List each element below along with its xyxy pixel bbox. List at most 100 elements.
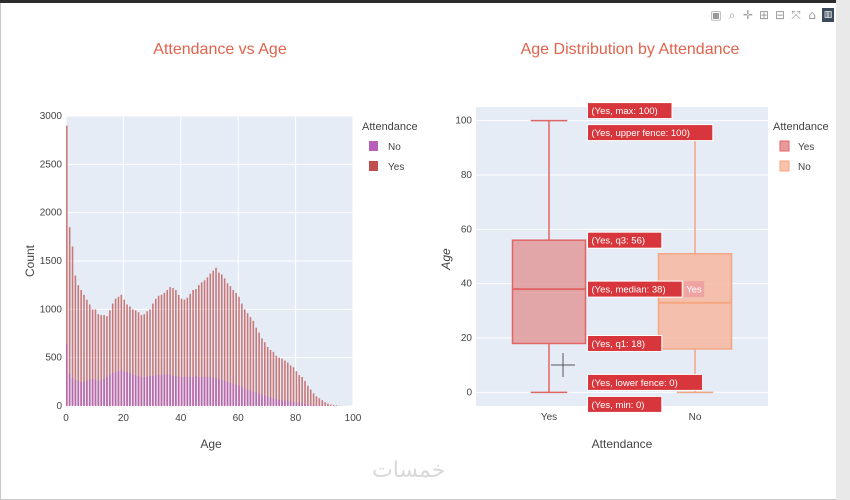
bar-no-age-70[interactable] <box>266 396 269 406</box>
bar-no-age-39[interactable] <box>177 377 180 406</box>
pan-icon[interactable]: ✛ <box>742 8 754 22</box>
bar-no-age-66[interactable] <box>255 392 257 406</box>
bar-yes-age-70[interactable] <box>266 347 269 406</box>
bar-yes-age-12[interactable] <box>100 315 103 406</box>
bar-no-age-2[interactable] <box>71 377 74 406</box>
bar-no-age-27[interactable] <box>143 377 146 406</box>
bar-no-age-0[interactable] <box>66 344 68 406</box>
bar-yes-age-11[interactable] <box>97 314 100 406</box>
camera-icon[interactable]: ▣ <box>710 8 722 22</box>
bar-yes-age-24[interactable] <box>134 310 137 406</box>
home-icon[interactable]: ⌂ <box>808 8 816 22</box>
bar-no-age-25[interactable] <box>137 376 140 406</box>
bar-yes-age-71[interactable] <box>269 349 272 406</box>
bar-yes-age-68[interactable] <box>261 338 263 406</box>
bar-no-age-12[interactable] <box>100 379 103 406</box>
bar-yes-age-0[interactable] <box>66 125 68 407</box>
bar-yes-age-94[interactable] <box>335 405 338 406</box>
legend-item-no[interactable]: No <box>388 142 401 153</box>
bar-no-age-58[interactable] <box>232 383 235 406</box>
bar-no-age-88[interactable] <box>318 405 321 406</box>
bar-no-age-62[interactable] <box>243 388 246 406</box>
bar-yes-age-72[interactable] <box>272 351 275 406</box>
bar-yes-age-79[interactable] <box>292 367 295 406</box>
bar-no-age-85[interactable] <box>309 404 312 406</box>
bar-yes-age-41[interactable] <box>183 299 186 406</box>
bar-yes-age-32[interactable] <box>157 295 160 406</box>
bar-no-age-45[interactable] <box>195 376 197 406</box>
bar-no-age-78[interactable] <box>289 401 292 406</box>
bar-yes-age-23[interactable] <box>132 309 134 406</box>
bar-no-age-18[interactable] <box>117 371 120 406</box>
bar-yes-age-44[interactable] <box>192 290 194 406</box>
bar-no-age-33[interactable] <box>160 375 163 406</box>
bar-no-age-10[interactable] <box>94 379 97 406</box>
legend-item-yes-box[interactable]: Yes <box>798 142 814 153</box>
bar-no-age-72[interactable] <box>272 398 275 406</box>
bar-yes-age-20[interactable] <box>123 299 125 406</box>
bar-yes-age-34[interactable] <box>163 292 166 406</box>
bar-yes-age-27[interactable] <box>143 314 146 406</box>
bar-yes-age-9[interactable] <box>91 309 94 406</box>
bar-yes-age-84[interactable] <box>307 385 309 406</box>
bar-no-age-54[interactable] <box>220 379 223 406</box>
bar-yes-age-55[interactable] <box>223 278 226 406</box>
bar-yes-age-69[interactable] <box>264 342 266 406</box>
bar-no-age-17[interactable] <box>114 372 117 406</box>
bar-no-age-16[interactable] <box>111 373 114 406</box>
bar-yes-age-74[interactable] <box>278 357 280 406</box>
zoom-icon[interactable]: ⌕ <box>728 8 736 22</box>
bar-yes-age-15[interactable] <box>109 310 111 406</box>
bar-yes-age-65[interactable] <box>252 320 255 406</box>
bar-yes-age-59[interactable] <box>235 292 237 406</box>
box-no[interactable] <box>657 125 733 394</box>
bar-no-age-23[interactable] <box>132 374 134 406</box>
bar-no-age-63[interactable] <box>246 389 249 406</box>
bar-yes-age-85[interactable] <box>309 389 312 406</box>
bar-yes-age-47[interactable] <box>200 282 203 406</box>
bar-yes-age-82[interactable] <box>301 377 303 406</box>
bar-yes-age-83[interactable] <box>304 380 306 406</box>
bar-yes-age-63[interactable] <box>246 313 249 406</box>
bar-no-age-77[interactable] <box>286 401 289 406</box>
bar-no-age-69[interactable] <box>264 395 266 406</box>
bar-yes-age-78[interactable] <box>289 365 292 406</box>
bar-yes-age-46[interactable] <box>198 285 200 406</box>
bar-yes-age-14[interactable] <box>106 316 108 406</box>
bar-yes-age-3[interactable] <box>74 275 77 407</box>
bar-yes-age-64[interactable] <box>249 317 252 406</box>
bar-yes-age-43[interactable] <box>189 293 191 406</box>
bar-yes-age-30[interactable] <box>152 303 154 406</box>
bar-no-age-26[interactable] <box>140 377 143 406</box>
bar-yes-age-17[interactable] <box>114 298 117 406</box>
bar-yes-age-37[interactable] <box>172 288 174 406</box>
bar-yes-age-39[interactable] <box>177 294 180 406</box>
bar-no-age-28[interactable] <box>146 377 148 406</box>
bar-yes-age-16[interactable] <box>111 303 114 406</box>
bar-no-age-65[interactable] <box>252 391 255 407</box>
bar-yes-age-21[interactable] <box>126 304 128 407</box>
bar-yes-age-58[interactable] <box>232 290 235 406</box>
bar-yes-age-66[interactable] <box>255 327 257 406</box>
bar-no-age-30[interactable] <box>152 376 154 406</box>
bar-no-age-1[interactable] <box>68 374 71 406</box>
zoom-in-icon[interactable]: ⊞ <box>758 8 770 22</box>
bar-yes-age-13[interactable] <box>103 315 105 406</box>
bar-no-age-37[interactable] <box>172 376 174 406</box>
bar-no-age-29[interactable] <box>149 376 151 406</box>
bar-no-age-59[interactable] <box>235 384 237 406</box>
bar-no-age-8[interactable] <box>88 379 91 406</box>
bar-yes-age-93[interactable] <box>332 405 335 406</box>
bar-yes-age-62[interactable] <box>243 309 246 406</box>
bar-yes-age-5[interactable] <box>80 290 82 406</box>
bar-yes-age-75[interactable] <box>281 358 283 406</box>
bar-no-age-60[interactable] <box>238 385 240 406</box>
bar-yes-age-67[interactable] <box>258 332 260 406</box>
bar-no-age-19[interactable] <box>120 370 123 406</box>
bar-yes-age-56[interactable] <box>226 283 229 406</box>
bar-no-age-55[interactable] <box>223 380 226 406</box>
bar-yes-age-36[interactable] <box>169 287 171 406</box>
bar-no-age-75[interactable] <box>281 400 283 406</box>
bar-no-age-57[interactable] <box>229 382 232 406</box>
bar-yes-age-33[interactable] <box>160 294 163 406</box>
